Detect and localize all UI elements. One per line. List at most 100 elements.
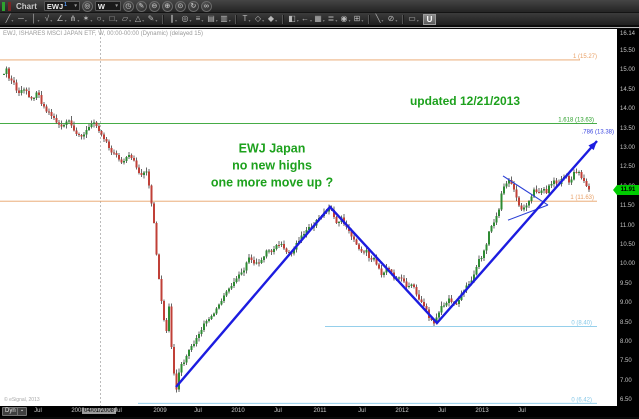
drawing-toolbar: ╱ ▾ ─ ▾ │ ▾ √ ▾ ∠ ▾ ⋔ ▾ ✶ ▾ ○ ▾ □ ▾ ▱ ▾ △ ▾ ✎ ▾ ∥ ▾ ◎ ▾ ≡ ▾ ▤ ▾ ▥ ▾ T ▾ ◇ ▾ ◆ ▾… bbox=[0, 13, 639, 26]
layers-tool[interactable]: ≣ ▾ bbox=[326, 14, 339, 25]
marker-tool[interactable]: ◆ ▾ bbox=[266, 14, 279, 25]
target-icon[interactable]: ◎ bbox=[81, 0, 93, 12]
zoom-in-icon[interactable]: ⊕ bbox=[161, 0, 173, 12]
gann-fan-tool[interactable]: ✶ ▾ bbox=[81, 14, 94, 25]
u-button[interactable]: U bbox=[423, 13, 437, 25]
interval-input[interactable]: W ▾ bbox=[94, 1, 121, 11]
time-tick: 2008 bbox=[71, 408, 85, 414]
wedge-pattern[interactable] bbox=[502, 175, 549, 221]
pitchfork-tool[interactable]: ⋔ ▾ bbox=[68, 14, 81, 25]
price-tick: 9.50 bbox=[620, 280, 632, 287]
fib-retracement-tool[interactable]: ≡ ▾ bbox=[193, 14, 206, 25]
marker-tool-icon: ◆ bbox=[267, 14, 275, 23]
crosshair-icon[interactable]: ⊙ bbox=[174, 0, 186, 12]
visibility-tool[interactable]: ◉ ▾ bbox=[339, 14, 352, 25]
price-tick: 8.00 bbox=[620, 339, 632, 345]
comment-tool[interactable]: ▭ ▾ bbox=[407, 14, 420, 25]
horizontal-line-tool-icon: ─ bbox=[18, 14, 24, 23]
time-tick: 2010 bbox=[231, 408, 245, 414]
pitchfork-tool-icon: ⋔ bbox=[69, 14, 77, 23]
fib-level-label[interactable]: 1 (11.63) bbox=[570, 195, 594, 201]
arrow-tool[interactable]: ← ▾ bbox=[300, 14, 313, 25]
chevron-down-icon: ▾ bbox=[90, 18, 93, 23]
annotation-updated[interactable]: updated 12/21/2013 bbox=[409, 94, 521, 108]
candlestick-series bbox=[3, 66, 590, 393]
fib-circles-tool[interactable]: ◎ ▾ bbox=[180, 14, 193, 25]
polyline-tool[interactable]: √ ▾ bbox=[42, 14, 55, 25]
clock-icon[interactable]: ◷ bbox=[122, 0, 134, 12]
last-price-tag: 11.91 bbox=[613, 185, 639, 196]
price-tick: 11.50 bbox=[620, 203, 635, 210]
chevron-down-icon: ▾ bbox=[310, 18, 313, 23]
chevron-down-icon: ▾ bbox=[262, 18, 265, 23]
chevron-down-icon: ▾ bbox=[296, 18, 299, 23]
chart-type-tool[interactable]: ◧ ▾ bbox=[287, 14, 300, 25]
symbol-input[interactable]: EWJ 1 ▾ bbox=[43, 1, 80, 11]
chevron-down-icon[interactable]: ▾ bbox=[115, 3, 118, 9]
grid-tool[interactable]: ▦ ▾ bbox=[313, 14, 326, 25]
ellipse-tool[interactable]: ○ ▾ bbox=[94, 14, 107, 25]
axis-lock-icon[interactable]: ▪ bbox=[17, 407, 27, 416]
time-tick: 2009 bbox=[153, 408, 167, 414]
window-tool-icon: ⊞ bbox=[353, 14, 361, 23]
link-icon[interactable]: ∞ bbox=[200, 0, 212, 12]
chevron-down-icon: ▾ bbox=[215, 18, 218, 23]
chart-plot[interactable]: 1 (15.27) 1.618 (13.63) .786 (13.38) 1 (11.… bbox=[0, 29, 617, 407]
vertical-line-tool[interactable]: │ ▾ bbox=[29, 14, 42, 25]
angle-tool[interactable]: ∠ ▾ bbox=[55, 14, 68, 25]
fib-level-label[interactable]: 0 (6.42) bbox=[571, 397, 592, 403]
price-tick: 8.50 bbox=[620, 319, 632, 326]
price-tick: 15.00 bbox=[620, 67, 636, 74]
chevron-down-icon: ▾ bbox=[174, 18, 177, 23]
fib-level-label[interactable]: 1 (15.27) bbox=[573, 54, 597, 60]
parallelogram-tool[interactable]: ▱ ▾ bbox=[120, 14, 133, 25]
chevron-down-icon: ▾ bbox=[395, 18, 398, 23]
fib-level-label[interactable]: 1.618 (13.63) bbox=[558, 118, 594, 124]
time-tick: Jul bbox=[194, 408, 202, 414]
fib-extension-tool-icon: ▤ bbox=[207, 14, 215, 23]
fib-level-label[interactable]: .786 (13.38) bbox=[582, 129, 614, 135]
chevron-down-icon: ▾ bbox=[322, 18, 325, 23]
brush-tool[interactable]: ✎ ▾ bbox=[146, 14, 159, 25]
price-axis[interactable]: 16.14 15.50 15.00 14.50 14.00 13.50 13.00 12.50… bbox=[613, 29, 639, 407]
rectangle-tool[interactable]: □ ▾ bbox=[107, 14, 120, 25]
refresh-icon[interactable]: ↻ bbox=[187, 0, 199, 12]
price-tick: 7.50 bbox=[620, 358, 632, 365]
chevron-down-icon: ▾ bbox=[228, 18, 231, 23]
fib-extension-tool[interactable]: ▤ ▾ bbox=[206, 14, 219, 25]
annotation-text-block[interactable]: EWJ Japan no new highs one more move up … bbox=[211, 141, 333, 192]
symbol-value: EWJ bbox=[46, 1, 64, 11]
fib-levels[interactable]: 1 (15.27) 1.618 (13.63) .786 (13.38) 1 (11.… bbox=[0, 54, 614, 404]
window-tool[interactable]: ⊞ ▾ bbox=[352, 14, 365, 25]
callout-tool[interactable]: ◇ ▾ bbox=[253, 14, 266, 25]
eraser-tool-icon: ⊘ bbox=[387, 14, 395, 23]
zoom-out-icon[interactable]: ⊖ bbox=[148, 0, 160, 12]
polyline-tool-icon: √ bbox=[44, 14, 50, 23]
vertical-line-tool-icon: │ bbox=[31, 14, 37, 23]
comment-tool-icon: ▭ bbox=[408, 14, 416, 23]
cursor-tool[interactable]: ╲ ▾ bbox=[373, 14, 386, 25]
rectangle-tool-icon: □ bbox=[109, 14, 115, 23]
chevron-down-icon: ▾ bbox=[155, 18, 158, 23]
triangle-tool[interactable]: △ ▾ bbox=[133, 14, 146, 25]
horizontal-line-tool[interactable]: ─ ▾ bbox=[16, 14, 29, 25]
text-tool[interactable]: T ▾ bbox=[240, 14, 253, 25]
fib-timezones-tool[interactable]: ▥ ▾ bbox=[219, 14, 232, 25]
price-tick: 13.50 bbox=[620, 125, 636, 132]
trendline-tool[interactable]: ╱ ▾ bbox=[3, 14, 16, 25]
channel-tool[interactable]: ∥ ▾ bbox=[167, 14, 180, 25]
time-tick: 2011 bbox=[313, 408, 327, 414]
arrowhead-icon bbox=[588, 141, 597, 151]
chevron-down-icon[interactable]: ▾ bbox=[74, 3, 77, 9]
eraser-tool[interactable]: ⊘ ▾ bbox=[386, 14, 399, 25]
trend-zigzag[interactable] bbox=[175, 140, 598, 388]
time-tick: Jul bbox=[274, 408, 282, 414]
pencil-icon[interactable]: ✎ bbox=[135, 0, 147, 12]
price-tick: 15.50 bbox=[620, 48, 636, 54]
chart-title: EWJ, ISHARES MSCI JAPAN ETF, W, 00:00-00… bbox=[3, 31, 203, 37]
time-axis[interactable]: Dyn ▪ Jul 2008 04/01/2008 Jul 2009 Jul 2010 Jul… bbox=[0, 406, 639, 417]
fib-level-label[interactable]: 0 (8.40) bbox=[571, 320, 592, 326]
grid-tool-icon: ▦ bbox=[314, 14, 322, 23]
time-tick: Jul bbox=[438, 408, 446, 414]
visibility-tool-icon: ◉ bbox=[340, 14, 348, 23]
